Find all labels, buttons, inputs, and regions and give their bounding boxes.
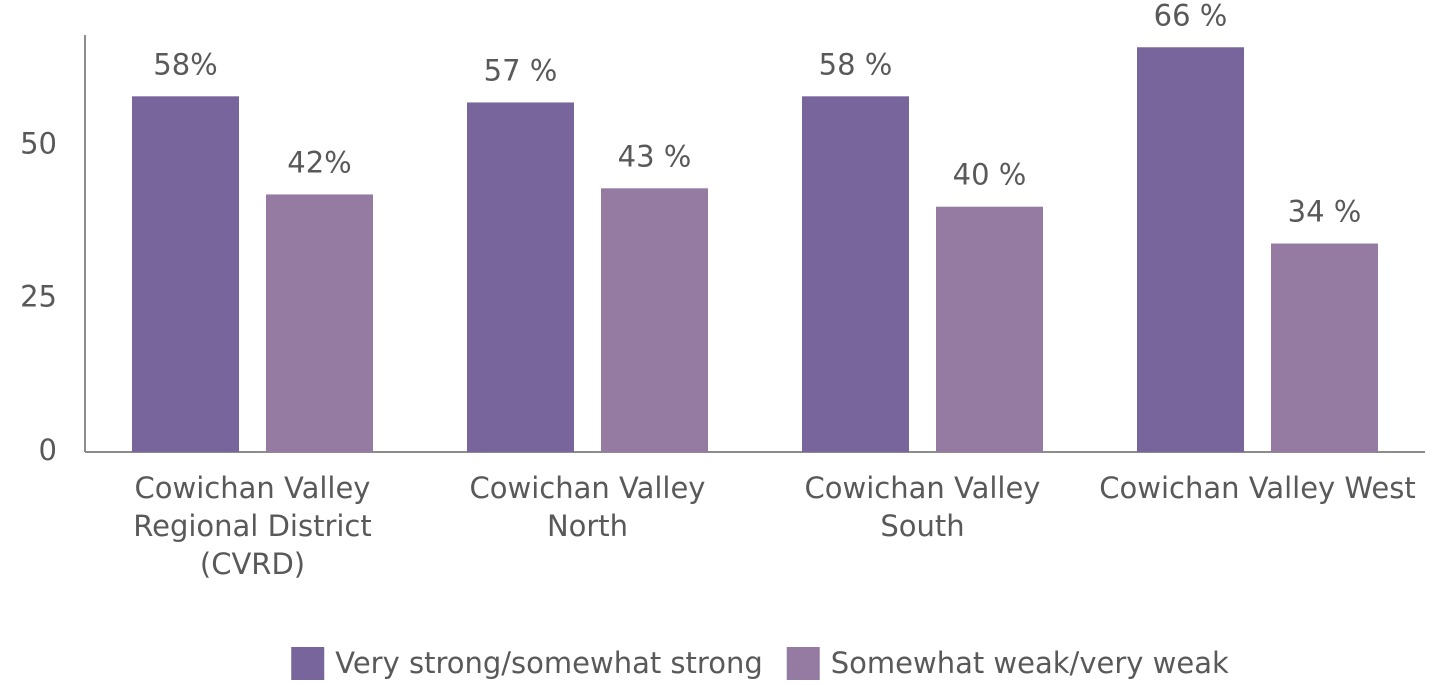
bar [936,206,1043,452]
x-tick-label: Cowichan Valley West [1099,471,1415,505]
value-label: 58% [153,47,217,81]
bar [132,96,239,452]
value-label: 40 % [953,158,1027,192]
value-label: 66 % [1154,0,1228,32]
value-label: 58 % [819,47,893,81]
legend: Very strong/somewhat strong Somewhat weak… [291,646,1229,680]
legend-label: Very strong/somewhat strong [335,646,763,680]
bar [266,194,373,453]
y-tick-label: 0 [39,433,57,467]
x-tick-label: Cowichan Valley Regional District (CVRD) [133,471,372,581]
y-tick-label: 25 [20,280,57,314]
value-label: 34 % [1288,195,1362,229]
bar [601,188,708,452]
legend-label: Somewhat weak/very weak [831,646,1229,680]
y-tick-label: 50 [20,126,57,160]
legend-swatch [786,647,820,680]
x-tick-label: Cowichan Valley South [805,471,1041,543]
value-label: 42% [287,145,351,179]
legend-swatch [291,647,325,680]
bar [467,102,574,453]
value-label: 43 % [618,139,692,173]
value-label: 57 % [484,53,558,87]
bar [1137,47,1244,452]
bar [802,96,909,452]
x-tick-label: Cowichan Valley North [470,471,706,543]
bar [1271,243,1378,452]
